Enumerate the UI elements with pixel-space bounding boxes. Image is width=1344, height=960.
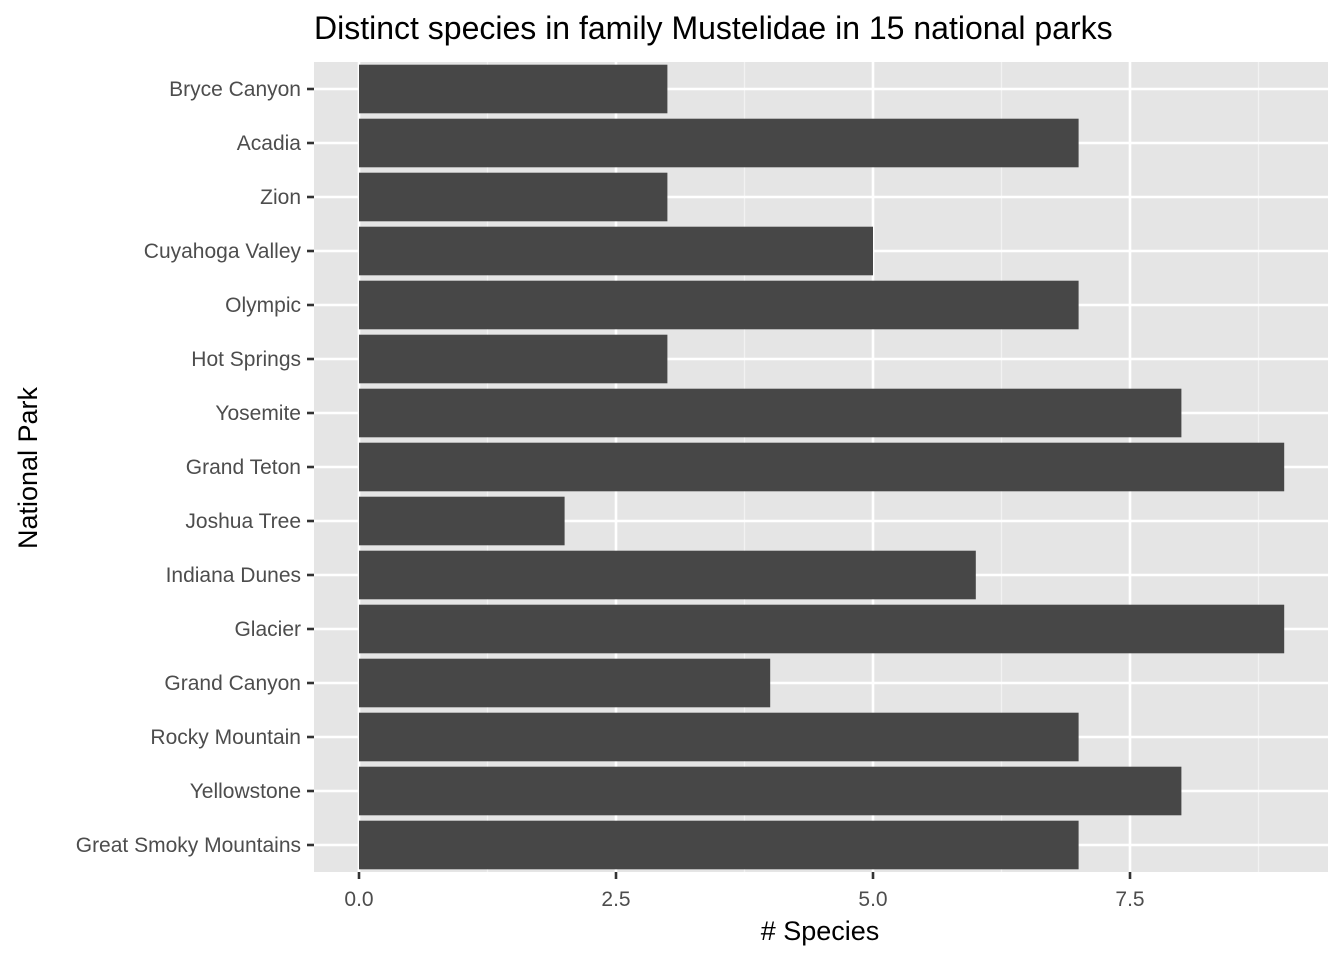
bar [359, 442, 1285, 492]
x-tick-label: 2.5 [601, 888, 630, 911]
bar [359, 766, 1182, 816]
bar [359, 550, 976, 600]
bar [359, 388, 1182, 438]
y-axis-title: National Park [13, 386, 43, 549]
bar [359, 658, 771, 708]
y-tick-label: Joshua Tree [185, 510, 301, 533]
bar [359, 496, 565, 546]
bar [359, 820, 1079, 870]
bar [359, 64, 668, 114]
y-tick-label: Zion [260, 186, 301, 209]
bars [359, 64, 1285, 870]
y-axis: Bryce Canyon Acadia Zion Cuyahoga Valley Oly… [76, 78, 314, 857]
y-tick-label: Bryce Canyon [169, 78, 301, 101]
x-axis: 0.0 2.5 5.0 7.5 [344, 872, 1145, 911]
y-tick-label: Hot Springs [191, 348, 301, 371]
x-tick-label: 0.0 [344, 888, 373, 911]
y-tick-label: Yosemite [215, 402, 301, 425]
y-tick-label: Glacier [234, 618, 301, 641]
y-tick-label: Acadia [237, 132, 302, 155]
bar [359, 280, 1079, 330]
x-axis-title: # Species [761, 916, 880, 946]
y-tick-label: Yellowstone [190, 780, 301, 803]
y-tick-label: Olympic [225, 294, 301, 317]
x-tick-label: 7.5 [1115, 888, 1144, 911]
bar [359, 172, 668, 222]
y-tick-label: Indiana Dunes [166, 564, 301, 587]
y-tick-label: Grand Canyon [164, 672, 301, 695]
y-tick-label: Grand Teton [186, 456, 301, 479]
bar [359, 604, 1285, 654]
bar [359, 334, 668, 384]
chart-title: Distinct species in family Mustelidae in… [314, 10, 1113, 46]
x-tick-label: 5.0 [858, 888, 887, 911]
y-tick-label: Rocky Mountain [150, 726, 301, 749]
y-tick-label: Cuyahoga Valley [144, 240, 302, 263]
bar [359, 226, 873, 276]
y-tick-label: Great Smoky Mountains [76, 834, 301, 857]
bar [359, 118, 1079, 168]
bar [359, 712, 1079, 762]
